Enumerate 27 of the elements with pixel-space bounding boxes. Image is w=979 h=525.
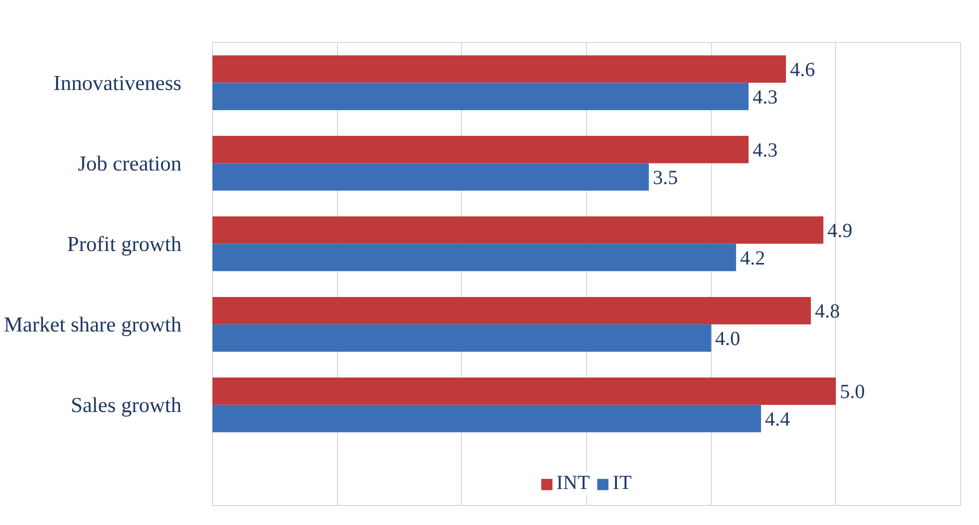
data-label: 4.3 xyxy=(752,86,778,108)
data-label: 4.3 xyxy=(752,140,778,162)
bar xyxy=(212,216,824,244)
y-tick-label: Market share growth xyxy=(4,312,182,336)
data-label: 3.5 xyxy=(652,166,678,189)
bar xyxy=(212,244,736,272)
y-tick-label: Sales growth xyxy=(70,392,182,417)
legend-label: INT xyxy=(556,472,590,495)
data-label: 4.6 xyxy=(790,59,815,82)
bar xyxy=(212,55,786,83)
data-label: 4.2 xyxy=(740,247,766,270)
bar xyxy=(212,163,649,191)
data-label: 5.0 xyxy=(840,381,865,404)
y-tick-label: Innovativeness xyxy=(54,70,182,95)
y-tick-label: Job creation xyxy=(78,151,182,176)
bar xyxy=(212,404,762,432)
bar xyxy=(212,136,749,164)
data-label: 4.9 xyxy=(827,220,852,242)
data-label: 4.4 xyxy=(765,408,790,431)
data-label: 4.8 xyxy=(814,300,840,323)
bar xyxy=(212,82,749,110)
y-tick-label: Profit growth xyxy=(67,232,182,256)
bar xyxy=(212,296,811,324)
legend-label: IT xyxy=(612,472,633,495)
bar xyxy=(212,377,836,405)
data-label: 4.0 xyxy=(715,328,740,350)
bar xyxy=(212,324,712,352)
